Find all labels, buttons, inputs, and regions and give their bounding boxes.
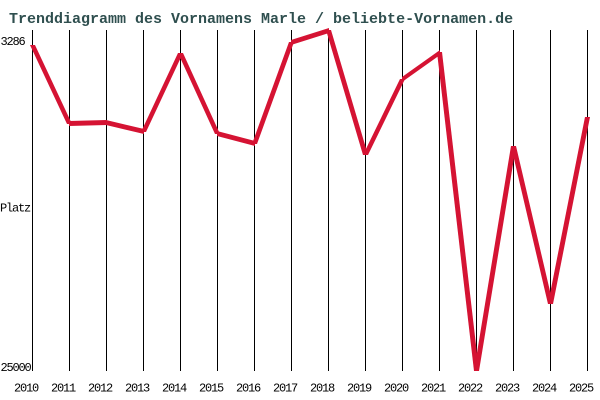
svg-text:2012: 2012 <box>88 382 113 396</box>
svg-text:3286: 3286 <box>1 35 26 49</box>
svg-text:2025: 2025 <box>569 382 594 396</box>
svg-text:2013: 2013 <box>125 382 150 396</box>
svg-text:25000: 25000 <box>1 361 32 375</box>
svg-text:Trenddiagramm des Vornamens Ma: Trenddiagramm des Vornamens Marle / beli… <box>9 11 513 28</box>
svg-text:2020: 2020 <box>384 382 409 396</box>
svg-text:Platz: Platz <box>0 202 31 216</box>
svg-text:2023: 2023 <box>495 382 520 396</box>
svg-text:2015: 2015 <box>199 382 224 396</box>
svg-text:2021: 2021 <box>421 382 446 396</box>
svg-text:2019: 2019 <box>347 382 372 396</box>
svg-text:2024: 2024 <box>532 382 557 396</box>
svg-text:2017: 2017 <box>273 382 298 396</box>
svg-text:2011: 2011 <box>51 382 76 396</box>
svg-text:2010: 2010 <box>14 382 39 396</box>
svg-text:2016: 2016 <box>236 382 261 396</box>
svg-text:2022: 2022 <box>458 382 483 396</box>
svg-text:2014: 2014 <box>162 382 187 396</box>
svg-text:2018: 2018 <box>310 382 335 396</box>
